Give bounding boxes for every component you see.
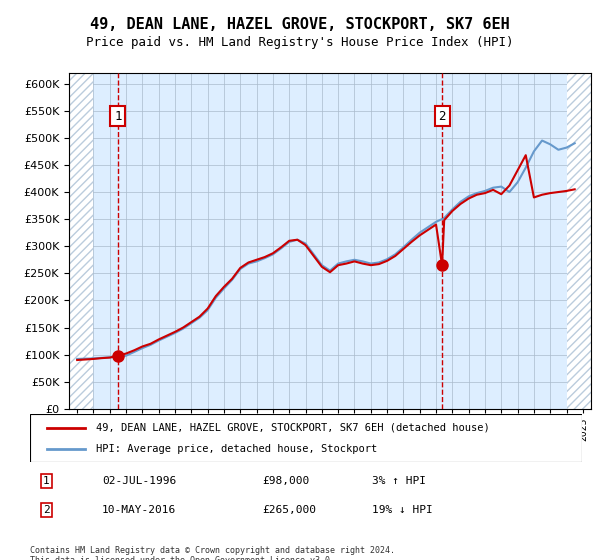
FancyBboxPatch shape [30,414,582,462]
Bar [566,73,591,409]
Text: Price paid vs. HM Land Registry's House Price Index (HPI): Price paid vs. HM Land Registry's House … [86,36,514,49]
Text: 2: 2 [439,110,446,123]
Bar [69,73,94,409]
Text: HPI: Average price, detached house, Stockport: HPI: Average price, detached house, Stoc… [96,444,377,454]
Text: 1: 1 [43,476,50,486]
Text: £265,000: £265,000 [262,505,316,515]
Text: £98,000: £98,000 [262,476,309,486]
Text: Contains HM Land Registry data © Crown copyright and database right 2024.
This d: Contains HM Land Registry data © Crown c… [30,546,395,560]
Text: 10-MAY-2016: 10-MAY-2016 [102,505,176,515]
Text: 02-JUL-1996: 02-JUL-1996 [102,476,176,486]
Text: 2: 2 [43,505,50,515]
Text: 1: 1 [114,110,122,123]
Text: 3% ↑ HPI: 3% ↑ HPI [372,476,426,486]
Text: 19% ↓ HPI: 19% ↓ HPI [372,505,433,515]
Text: 49, DEAN LANE, HAZEL GROVE, STOCKPORT, SK7 6EH (detached house): 49, DEAN LANE, HAZEL GROVE, STOCKPORT, S… [96,423,490,433]
Text: 49, DEAN LANE, HAZEL GROVE, STOCKPORT, SK7 6EH: 49, DEAN LANE, HAZEL GROVE, STOCKPORT, S… [90,17,510,32]
